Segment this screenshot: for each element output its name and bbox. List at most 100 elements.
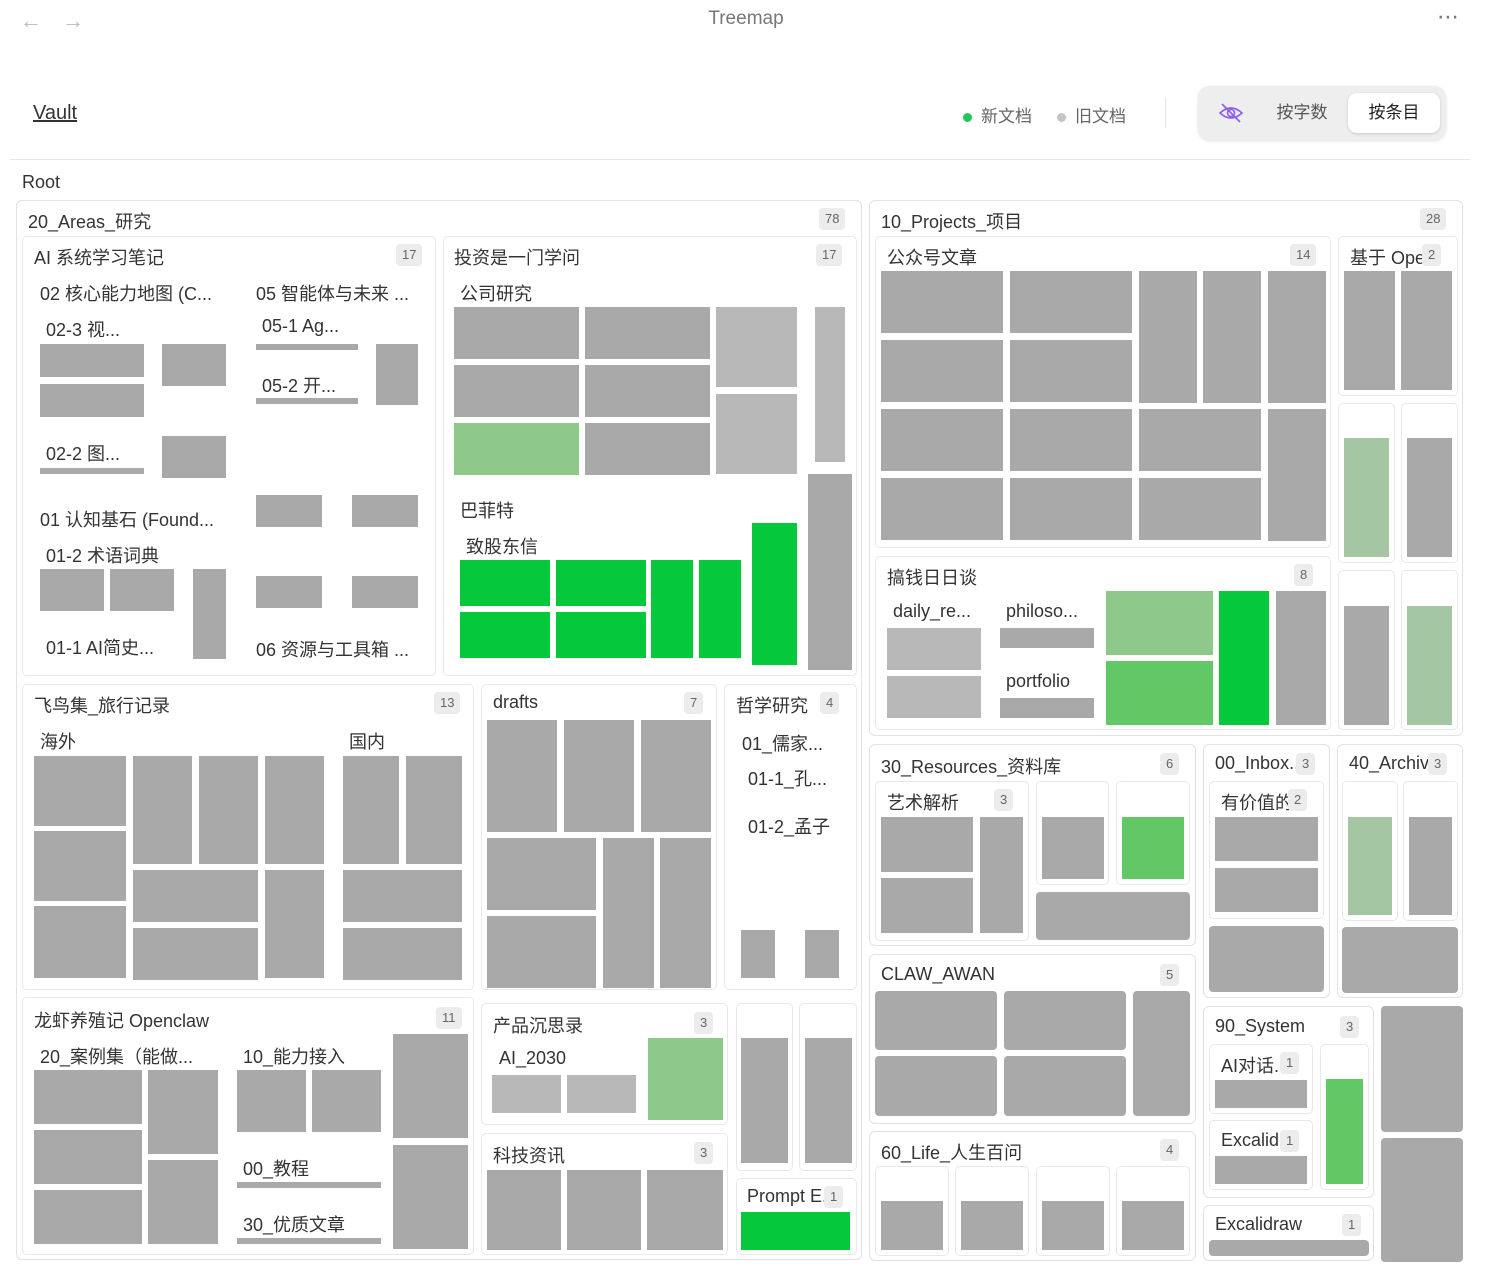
doc-tile[interactable] bbox=[1209, 1240, 1369, 1256]
ellipsis-icon[interactable]: ⋯ bbox=[1437, 4, 1460, 29]
doc-tile[interactable] bbox=[256, 344, 358, 350]
doc-tile[interactable] bbox=[237, 1070, 306, 1132]
doc-tile[interactable] bbox=[352, 576, 418, 608]
doc-tile[interactable] bbox=[34, 831, 126, 901]
doc-tile[interactable] bbox=[980, 817, 1023, 933]
forward-icon[interactable]: → bbox=[62, 8, 84, 33]
doc-tile-new[interactable] bbox=[460, 612, 550, 658]
doc-tile[interactable] bbox=[1004, 1056, 1126, 1116]
doc-tile[interactable] bbox=[406, 756, 462, 864]
doc-tile[interactable] bbox=[492, 1075, 561, 1113]
doc-tile-new[interactable] bbox=[741, 1212, 850, 1250]
doc-tile[interactable] bbox=[110, 569, 174, 611]
doc-tile-new[interactable] bbox=[752, 523, 797, 665]
doc-tile[interactable] bbox=[887, 628, 981, 670]
doc-tile[interactable] bbox=[1139, 271, 1197, 403]
doc-tile-new[interactable] bbox=[651, 560, 693, 658]
doc-tile[interactable] bbox=[237, 1238, 381, 1244]
doc-tile[interactable] bbox=[1344, 271, 1395, 390]
doc-tile[interactable] bbox=[1268, 409, 1326, 541]
doc-tile[interactable] bbox=[1276, 591, 1326, 725]
doc-tile[interactable] bbox=[133, 756, 192, 864]
doc-tile[interactable] bbox=[881, 817, 973, 872]
doc-tile[interactable] bbox=[603, 838, 654, 988]
doc-tile[interactable] bbox=[881, 340, 1003, 402]
doc-tile[interactable] bbox=[585, 365, 710, 417]
doc-tile[interactable] bbox=[564, 720, 634, 832]
doc-tile[interactable] bbox=[1010, 271, 1132, 333]
doc-tile[interactable] bbox=[875, 1056, 997, 1116]
doc-tile[interactable] bbox=[1010, 478, 1132, 540]
doc-tile[interactable] bbox=[716, 394, 797, 474]
doc-tile[interactable] bbox=[815, 307, 845, 462]
doc-tile[interactable] bbox=[256, 495, 322, 527]
doc-tile-aging[interactable] bbox=[1407, 606, 1452, 725]
doc-tile[interactable] bbox=[1407, 438, 1452, 557]
doc-tile[interactable] bbox=[881, 271, 1003, 333]
doc-tile-recent[interactable] bbox=[1106, 661, 1213, 725]
vault-breadcrumb[interactable]: Vault bbox=[33, 102, 78, 124]
doc-tile[interactable] bbox=[343, 928, 462, 980]
doc-tile[interactable] bbox=[133, 870, 258, 922]
doc-tile[interactable] bbox=[1139, 478, 1261, 540]
doc-tile-new[interactable] bbox=[1219, 591, 1269, 725]
doc-tile[interactable] bbox=[148, 1160, 218, 1244]
back-icon[interactable]: ← bbox=[20, 8, 42, 33]
doc-tile[interactable] bbox=[237, 1182, 381, 1188]
doc-tile-aging[interactable] bbox=[1348, 817, 1392, 915]
doc-tile[interactable] bbox=[162, 344, 226, 386]
doc-tile[interactable] bbox=[1010, 340, 1132, 402]
doc-tile[interactable] bbox=[1342, 927, 1458, 993]
doc-tile[interactable] bbox=[256, 576, 322, 608]
doc-tile-recent[interactable] bbox=[648, 1038, 723, 1120]
doc-tile[interactable] bbox=[487, 720, 557, 832]
doc-tile[interactable] bbox=[585, 307, 710, 359]
doc-tile[interactable] bbox=[393, 1145, 468, 1249]
by-words-button[interactable]: 按字数 bbox=[1276, 103, 1328, 122]
doc-tile[interactable] bbox=[34, 906, 126, 978]
doc-tile[interactable] bbox=[454, 307, 579, 359]
doc-tile[interactable] bbox=[1203, 271, 1261, 403]
doc-tile[interactable] bbox=[352, 495, 418, 527]
doc-tile[interactable] bbox=[487, 1170, 561, 1250]
doc-tile[interactable] bbox=[805, 1038, 852, 1163]
doc-tile[interactable] bbox=[487, 838, 596, 910]
doc-tile[interactable] bbox=[193, 569, 226, 659]
doc-tile-new[interactable] bbox=[699, 560, 741, 658]
by-items-button[interactable]: 按条目 bbox=[1348, 93, 1440, 133]
doc-tile[interactable] bbox=[40, 384, 144, 417]
doc-tile[interactable] bbox=[487, 916, 596, 988]
doc-tile-recent[interactable] bbox=[1122, 817, 1184, 879]
doc-tile[interactable] bbox=[40, 569, 104, 611]
doc-tile[interactable] bbox=[641, 720, 711, 832]
doc-tile[interactable] bbox=[1268, 271, 1326, 403]
doc-tile[interactable] bbox=[881, 878, 973, 933]
doc-tile[interactable] bbox=[881, 478, 1003, 540]
doc-tile[interactable] bbox=[741, 930, 775, 978]
doc-tile[interactable] bbox=[805, 930, 839, 978]
doc-tile-aging[interactable] bbox=[1344, 438, 1389, 557]
doc-tile[interactable] bbox=[40, 344, 144, 377]
doc-tile[interactable] bbox=[567, 1170, 641, 1250]
doc-tile[interactable] bbox=[1381, 1006, 1463, 1132]
doc-tile[interactable] bbox=[133, 928, 258, 980]
doc-tile[interactable] bbox=[1036, 892, 1190, 940]
doc-tile[interactable] bbox=[1215, 1080, 1307, 1108]
doc-tile[interactable] bbox=[256, 398, 358, 404]
doc-tile[interactable] bbox=[1409, 817, 1452, 915]
doc-tile[interactable] bbox=[1000, 628, 1094, 648]
doc-tile[interactable] bbox=[1215, 1156, 1307, 1184]
doc-tile[interactable] bbox=[1215, 868, 1318, 912]
doc-tile[interactable] bbox=[881, 409, 1003, 471]
doc-tile[interactable] bbox=[454, 365, 579, 417]
doc-tile[interactable] bbox=[808, 474, 852, 670]
doc-tile[interactable] bbox=[567, 1075, 636, 1113]
doc-tile[interactable] bbox=[1381, 1138, 1463, 1262]
doc-tile[interactable] bbox=[393, 1034, 468, 1138]
doc-tile[interactable] bbox=[40, 468, 144, 474]
doc-tile[interactable] bbox=[343, 756, 399, 864]
doc-tile[interactable] bbox=[34, 756, 126, 826]
doc-tile-new[interactable] bbox=[556, 612, 646, 658]
doc-tile[interactable] bbox=[148, 1070, 218, 1154]
doc-tile[interactable] bbox=[887, 676, 981, 718]
